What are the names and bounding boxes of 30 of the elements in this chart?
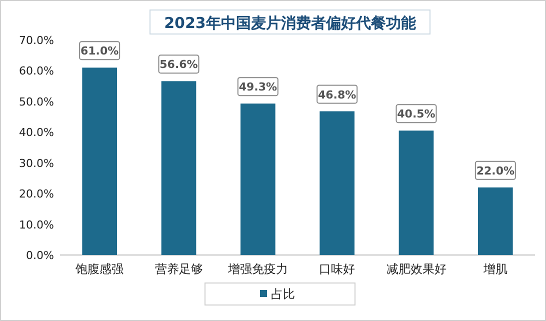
bar [82,68,117,255]
y-tick-label: 0.0% [26,249,54,262]
x-tick-label: 营养足够 [154,262,203,276]
x-tick-label: 增肌 [482,262,508,276]
y-tick-label: 60.0% [19,64,54,78]
bar [161,81,196,255]
bar [240,104,276,255]
bar [320,111,354,255]
x-tick-label: 口味好 [319,262,356,276]
bar [478,187,513,255]
chart-title: 2023年中国麦片消费者偏好代餐功能 [164,14,417,32]
title: 2023年中国麦片消费者偏好代餐功能 [150,10,430,34]
legend-label: 占比 [271,287,295,301]
y-tick-label: 70.0% [19,34,54,47]
data-label: 22.0% [476,164,515,178]
data-label: 46.8% [318,88,356,102]
y-tick-label: 50.0% [19,95,54,108]
data-label: 61.0% [80,44,119,58]
x-tick-label: 增强免疫力 [226,262,288,276]
y-tick-label: 30.0% [19,156,54,170]
x-tick-label: 饱腹感强 [74,262,124,276]
y-tick-label: 10.0% [19,218,54,232]
data-label: 49.3% [238,80,278,94]
y-tick-label: 40.0% [19,126,54,140]
bar [398,130,434,255]
x-tick-label: 减肥效果好 [386,262,446,276]
legend: 占比 [204,282,356,306]
data-label: 40.5% [397,108,436,121]
data-label: 56.6% [160,58,198,72]
y-tick-label: 20.0% [19,188,54,201]
